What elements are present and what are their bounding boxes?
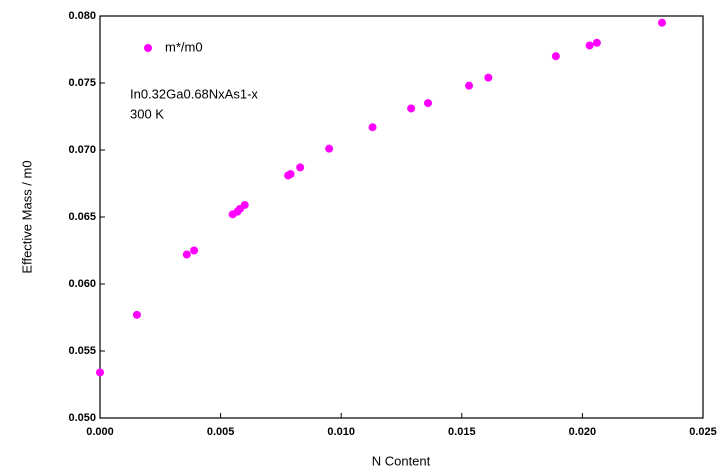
point [407,104,416,113]
y-axis-label: Effective Mass / m0 [19,160,34,273]
point [585,41,594,50]
point [325,144,334,153]
x-tick-label: 0.000 [86,426,114,438]
point [286,170,295,179]
y-tick-label: 0.065 [68,211,96,223]
x-tick-label: 0.005 [207,426,235,438]
point [182,250,191,259]
point [132,310,141,319]
y-tick-label: 0.055 [68,345,96,357]
point [592,38,601,47]
legend-marker [144,44,152,52]
legend-label: m*/m0 [165,39,203,54]
y-tick-label: 0.075 [68,77,96,89]
x-tick-label: 0.025 [689,426,717,438]
point [368,123,377,132]
x-tick-label: 0.020 [569,426,597,438]
point [296,163,305,172]
annotation: 300 K [130,106,164,121]
annotation: In0.32Ga0.68NxAs1-x [130,86,258,101]
point [190,246,199,255]
y-tick-label: 0.070 [68,144,96,156]
point [424,99,433,108]
plot-frame [99,15,704,419]
y-tick-label: 0.080 [68,10,96,22]
y-tick-label: 0.060 [68,278,96,290]
point [484,73,493,82]
point [657,18,666,27]
point [240,200,249,209]
y-tick-label: 0.050 [68,412,96,424]
point [551,52,560,61]
point [96,368,104,377]
x-axis-label: N Content [372,453,431,468]
x-tick-label: 0.015 [448,426,476,438]
point [465,81,474,90]
x-tick-label: 0.010 [327,426,355,438]
